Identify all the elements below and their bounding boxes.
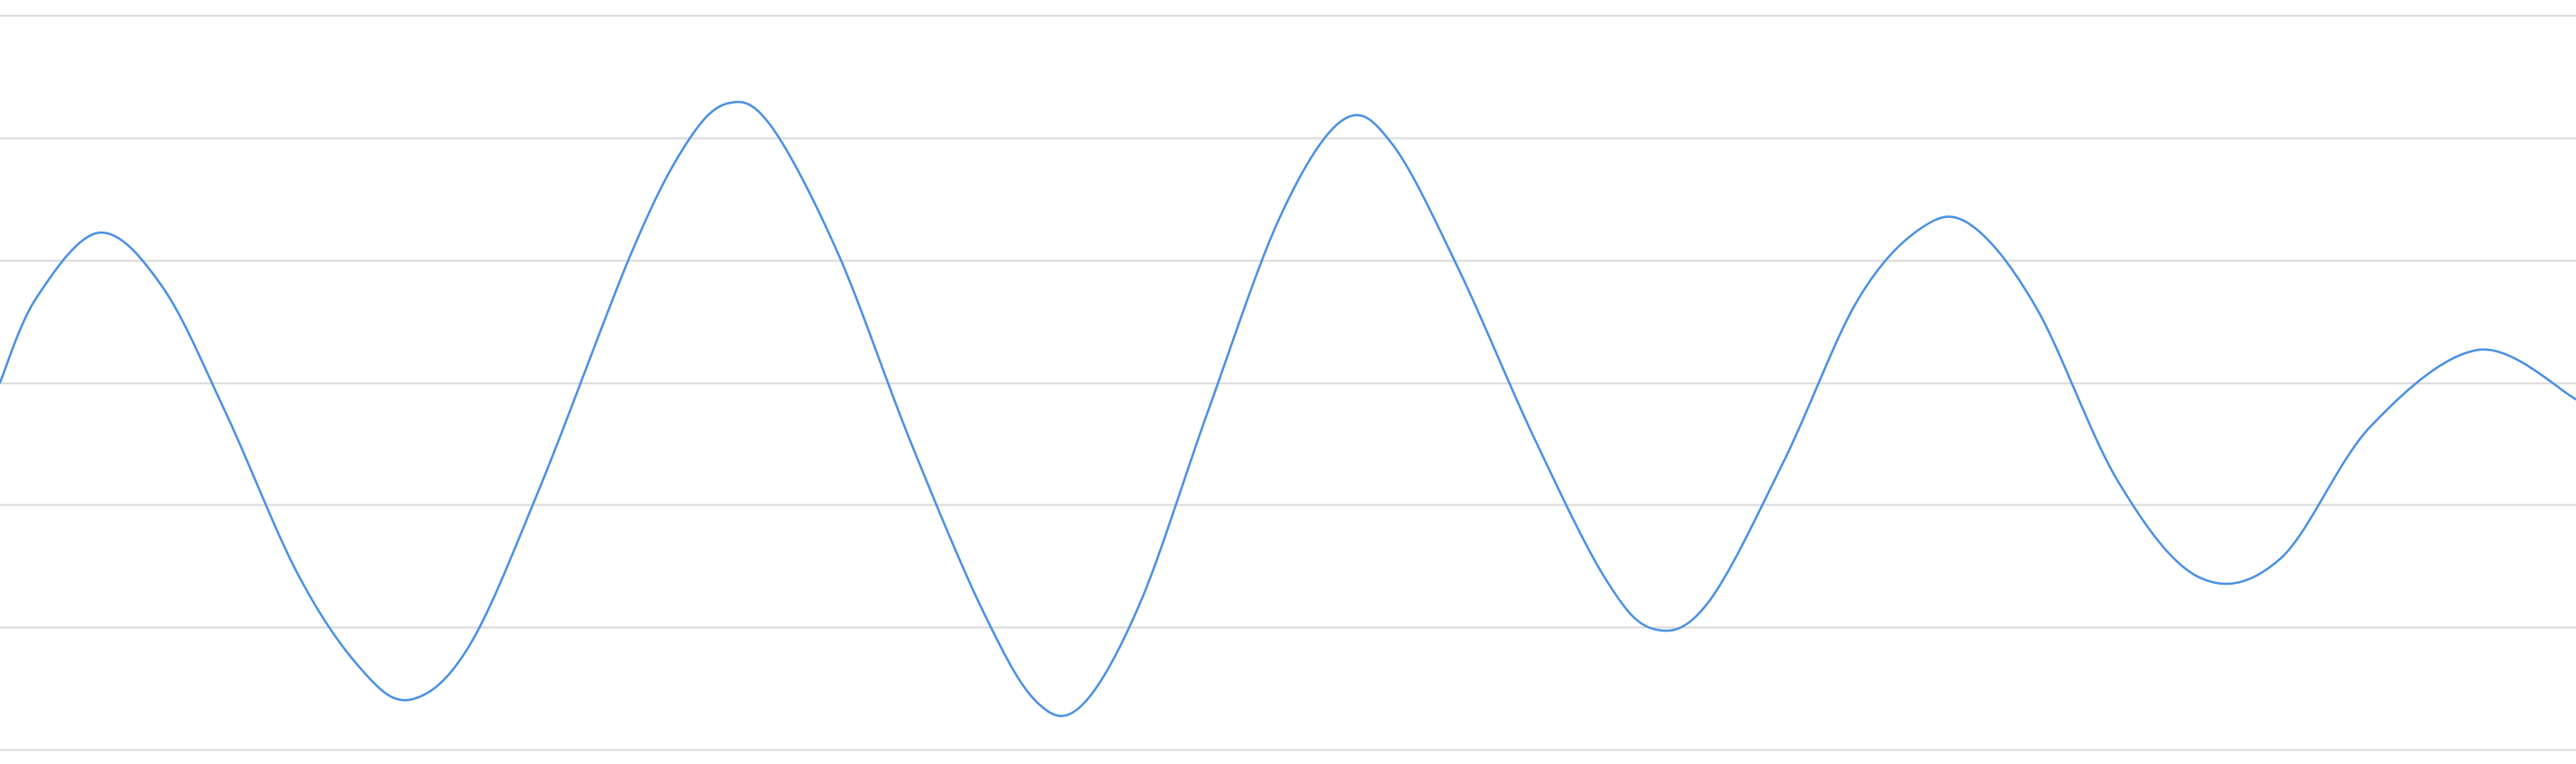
- series-line-0: [0, 100, 2576, 717]
- series-layer: [0, 100, 2576, 717]
- grid-layer: [0, 14, 2576, 751]
